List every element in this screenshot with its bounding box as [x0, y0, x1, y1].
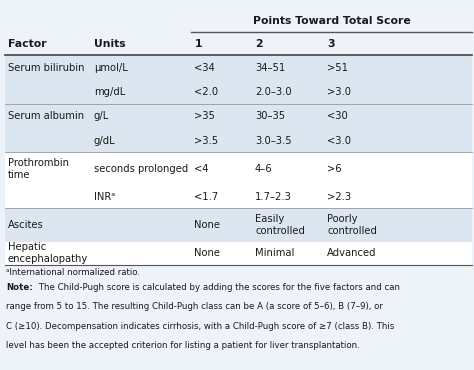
Text: The Child-Pugh score is calculated by adding the scores for the five factors and: The Child-Pugh score is calculated by ad… — [36, 283, 400, 292]
Bar — [5, 242, 472, 265]
Text: Points Toward Total Score: Points Toward Total Score — [253, 16, 410, 26]
Text: Easily
controlled: Easily controlled — [255, 214, 305, 236]
Text: Poorly
controlled: Poorly controlled — [328, 214, 377, 236]
Text: Serum bilirubin: Serum bilirubin — [8, 63, 84, 73]
Text: 3: 3 — [328, 39, 335, 49]
Text: <3.0: <3.0 — [328, 136, 351, 146]
Text: level has been the accepted criterion for listing a patient for liver transplant: level has been the accepted criterion fo… — [6, 341, 360, 350]
Text: <2.0: <2.0 — [194, 87, 219, 97]
Text: 3.0–3.5: 3.0–3.5 — [255, 136, 292, 146]
Text: >51: >51 — [328, 63, 348, 73]
Bar — [5, 55, 472, 81]
Text: Ascites: Ascites — [8, 220, 43, 230]
Text: <34: <34 — [194, 63, 215, 73]
Bar — [5, 81, 472, 104]
Text: seconds prolonged: seconds prolonged — [94, 164, 188, 174]
Bar — [5, 104, 472, 129]
Text: 2.0–3.0: 2.0–3.0 — [255, 87, 292, 97]
Bar — [5, 185, 472, 208]
Text: g/dL: g/dL — [94, 136, 116, 146]
Text: 4–6: 4–6 — [255, 164, 273, 174]
Text: >6: >6 — [328, 164, 342, 174]
Text: Units: Units — [94, 39, 126, 49]
Text: 34–51: 34–51 — [255, 63, 285, 73]
Text: Hepatic
encephalopathy: Hepatic encephalopathy — [8, 242, 88, 264]
Text: ᵃInternational normalized ratio.: ᵃInternational normalized ratio. — [6, 268, 140, 276]
Text: μmol/L: μmol/L — [94, 63, 128, 73]
Text: mg/dL: mg/dL — [94, 87, 125, 97]
Text: <30: <30 — [328, 111, 348, 121]
Text: C (≥10). Decompensation indicates cirrhosis, with a Child-Pugh score of ≥7 (clas: C (≥10). Decompensation indicates cirrho… — [6, 322, 394, 330]
Text: >3.0: >3.0 — [328, 87, 351, 97]
Text: 1.7–2.3: 1.7–2.3 — [255, 192, 292, 202]
Text: >35: >35 — [194, 111, 215, 121]
Text: Advanced: Advanced — [328, 248, 377, 258]
Text: >2.3: >2.3 — [328, 192, 352, 202]
Text: <4: <4 — [194, 164, 209, 174]
Text: <1.7: <1.7 — [194, 192, 219, 202]
Text: 2: 2 — [255, 39, 263, 49]
Text: INRᵃ: INRᵃ — [94, 192, 115, 202]
Bar — [5, 208, 472, 242]
Text: g/L: g/L — [94, 111, 109, 121]
Text: Factor: Factor — [8, 39, 46, 49]
Text: None: None — [194, 248, 220, 258]
Bar — [5, 129, 472, 152]
Text: Serum albumin: Serum albumin — [8, 111, 84, 121]
Text: Minimal: Minimal — [255, 248, 294, 258]
Text: None: None — [194, 220, 220, 230]
Text: Note:: Note: — [6, 283, 33, 292]
Text: Prothrombin
time: Prothrombin time — [8, 158, 69, 180]
Bar — [5, 152, 472, 185]
Text: 30–35: 30–35 — [255, 111, 285, 121]
Text: 1: 1 — [194, 39, 202, 49]
Text: range from 5 to 15. The resulting Child-Pugh class can be A (a score of 5–6), B : range from 5 to 15. The resulting Child-… — [6, 302, 383, 311]
Text: >3.5: >3.5 — [194, 136, 219, 146]
